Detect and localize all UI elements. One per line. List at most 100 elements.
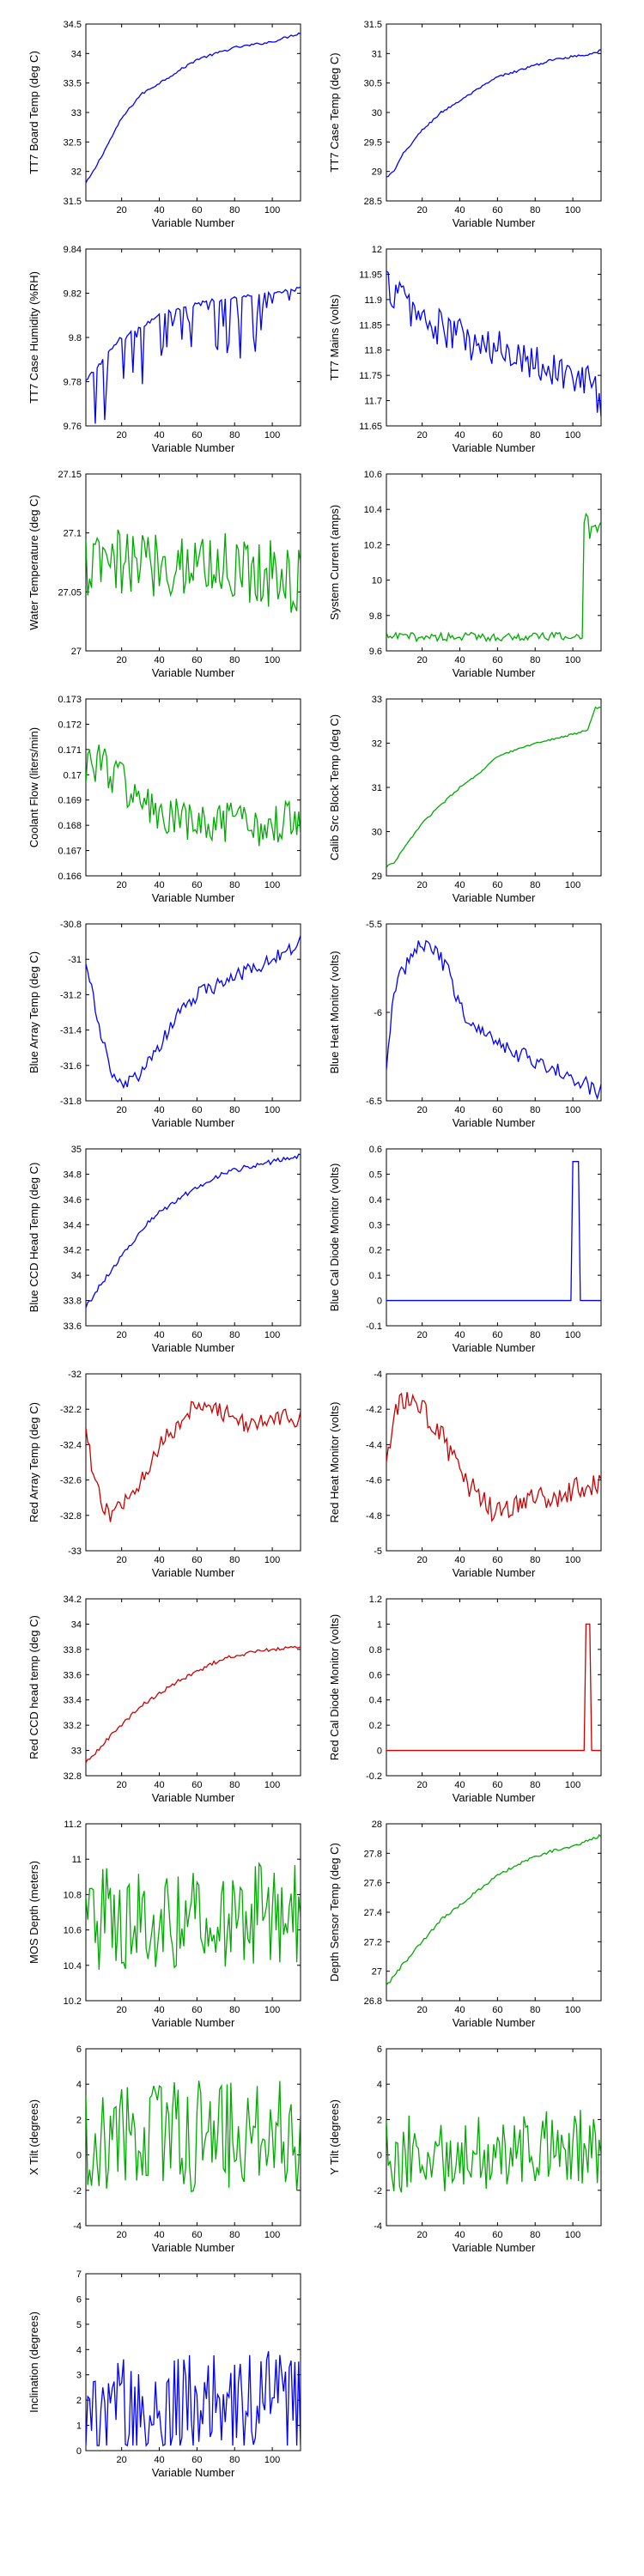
x-tick-label: 100 <box>264 1780 280 1790</box>
x-axis-label: Variable Number <box>152 891 235 904</box>
series-line <box>86 744 301 847</box>
y-axis-label: MOS Depth (meters) <box>27 1861 40 1964</box>
y-tick-label: 9.6 <box>369 647 382 657</box>
x-tick-label: 60 <box>191 1555 202 1565</box>
x-tick-label: 20 <box>117 430 127 440</box>
x-tick-label: 20 <box>117 1330 127 1340</box>
x-tick-label: 20 <box>417 655 428 665</box>
plot-frame <box>85 1373 301 1552</box>
x-tick-label: 100 <box>264 880 280 890</box>
plot-frame <box>386 473 602 652</box>
plot-frame <box>85 23 301 202</box>
y-tick-label: 0.17 <box>64 770 82 781</box>
y-tick-label: 11.75 <box>359 371 382 381</box>
series-line <box>386 939 601 1101</box>
y-tick-label: 29 <box>372 872 382 882</box>
series-line <box>386 1392 601 1522</box>
series-line <box>86 286 301 424</box>
x-tick-label: 40 <box>454 2005 465 2015</box>
y-tick-label: 34.2 <box>64 1595 82 1605</box>
y-tick-label: 32.5 <box>64 137 82 148</box>
y-tick-label: 5 <box>76 2320 82 2330</box>
y-axis-label: Inclination (degrees) <box>27 2312 40 2413</box>
y-tick-label: 10.2 <box>64 1996 82 2007</box>
y-tick-label: 6 <box>76 2044 82 2055</box>
x-tick-label: 20 <box>417 1555 428 1565</box>
y-tick-label: 0.2 <box>369 1246 382 1256</box>
y-tick-label: 32 <box>71 167 82 178</box>
x-tick-label: 80 <box>530 1105 540 1115</box>
x-tick-label: 60 <box>191 2230 202 2240</box>
x-tick-label: 80 <box>229 2230 240 2240</box>
y-tick-label: 29 <box>372 167 382 178</box>
series-line <box>386 1623 601 1752</box>
x-tick-label: 80 <box>229 430 240 440</box>
y-tick-label: -32.6 <box>60 1476 82 1486</box>
plot-frame <box>386 1148 602 1327</box>
y-tick-label: 0.6 <box>369 1670 382 1680</box>
x-tick-label: 40 <box>454 2230 465 2240</box>
x-axis-label: Variable Number <box>152 1341 235 1354</box>
y-tick-label: 2 <box>76 2115 82 2125</box>
chart-panel: 20 40 60 80 100 -0.2 0 0.2 0.4 0.6 0.8 1 1.2 Variable… <box>328 1595 602 1804</box>
y-tick-label: 0.169 <box>58 796 82 806</box>
x-tick-label: 100 <box>565 1555 580 1565</box>
chart-panel: 20 40 60 80 100 -33 -32.8 -32.6 -32.4 -32.2 -32 Var… <box>27 1370 301 1579</box>
y-tick-label: 0.4 <box>369 1696 382 1706</box>
x-tick-label: 100 <box>565 880 580 890</box>
x-tick-label: 80 <box>229 1105 240 1115</box>
x-tick-label: 40 <box>154 880 164 890</box>
plot-frame <box>85 2048 301 2227</box>
plot-frame <box>85 1598 301 1777</box>
y-tick-label: 11.2 <box>64 1820 82 1830</box>
y-tick-label: 31.5 <box>364 20 382 30</box>
y-tick-label: -4.2 <box>366 1405 382 1415</box>
y-tick-label: 27 <box>71 647 82 657</box>
series-line <box>386 706 601 868</box>
x-tick-label: 100 <box>565 1330 580 1340</box>
x-tick-label: 60 <box>492 1330 502 1340</box>
x-axis-label: Variable Number <box>453 1791 536 1804</box>
y-tick-label: 3 <box>76 2371 82 2381</box>
y-tick-label: 0.168 <box>58 821 82 831</box>
x-tick-label: 40 <box>154 655 164 665</box>
plot-frame <box>386 2048 602 2227</box>
series-line <box>86 1153 301 1309</box>
y-tick-label: 33.4 <box>64 1696 82 1706</box>
x-tick-label: 80 <box>229 1330 240 1340</box>
chart-panel: 20 40 60 80 100 10.2 10.4 10.6 10.8 11 11.2 Variabl… <box>27 1820 301 2029</box>
y-tick-label: 11.8 <box>364 346 382 356</box>
x-tick-label: 80 <box>229 655 240 665</box>
x-tick-label: 40 <box>154 2005 164 2015</box>
y-tick-label: 2 <box>377 2115 382 2125</box>
plot-frame <box>386 1373 602 1552</box>
x-tick-label: 100 <box>264 205 280 216</box>
y-tick-label: -31 <box>68 955 82 965</box>
x-tick-label: 20 <box>117 655 127 665</box>
y-tick-label: 11.9 <box>364 295 382 306</box>
y-tick-label: 9.8 <box>69 333 82 343</box>
x-tick-label: 40 <box>154 205 164 216</box>
chart-panel: 20 40 60 80 100 -0.1 0 0.1 0.2 0.3 0.4 0.5 0.6 Variab… <box>328 1145 602 1354</box>
x-axis-label: Variable Number <box>453 891 536 904</box>
y-tick-label: -6 <box>374 1008 382 1018</box>
series-line <box>386 512 601 643</box>
x-tick-label: 40 <box>454 205 465 216</box>
plot-frame <box>85 1823 301 2002</box>
x-tick-label: 60 <box>492 2005 502 2015</box>
x-tick-label: 20 <box>117 1555 127 1565</box>
x-tick-label: 80 <box>530 1330 540 1340</box>
plot-frame <box>85 2273 301 2451</box>
y-tick-label: 11 <box>72 1855 82 1865</box>
y-axis-label: TT7 Case Temp (deg C) <box>328 52 341 172</box>
x-axis-label: Variable Number <box>453 1566 536 1579</box>
x-tick-label: 100 <box>565 1780 580 1790</box>
x-tick-label: 80 <box>530 2230 540 2240</box>
y-tick-label: -2 <box>374 2186 382 2196</box>
y-tick-label: 7 <box>76 2269 82 2280</box>
y-tick-label: 34.6 <box>64 1195 82 1206</box>
y-tick-label: 10.6 <box>64 1926 82 1936</box>
y-tick-label: 27.6 <box>364 1879 382 1889</box>
x-tick-label: 20 <box>117 880 127 890</box>
x-tick-label: 20 <box>417 2230 428 2240</box>
